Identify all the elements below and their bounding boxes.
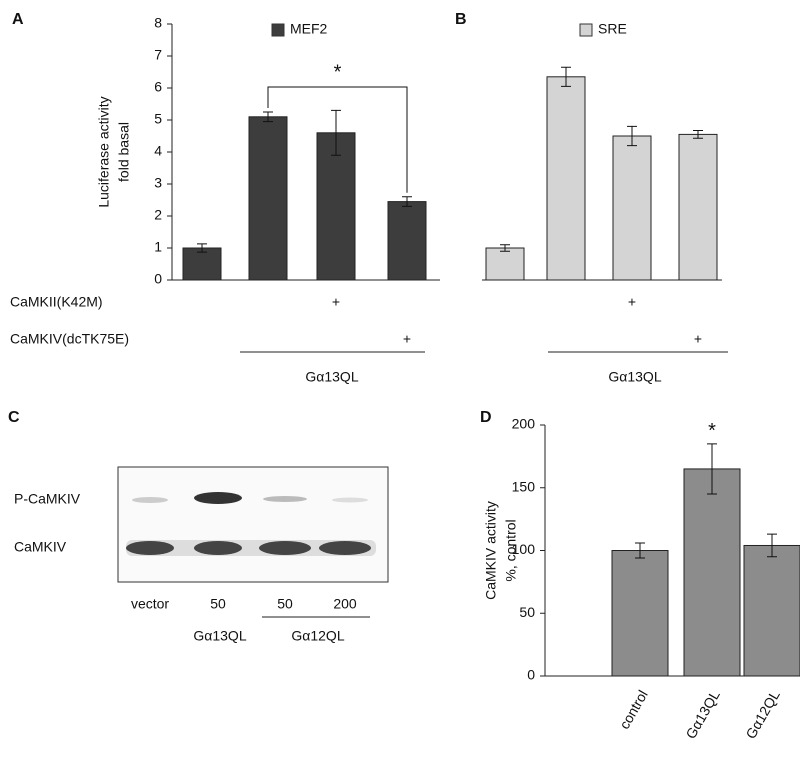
condition-mark: +: [403, 331, 411, 347]
significance-bracket: [267, 86, 408, 193]
y-axis-label: Luciferase activity: [96, 96, 112, 207]
error-bar: [263, 111, 273, 123]
blot-bands: [126, 492, 376, 556]
condition-label: CaMKII(K42M): [10, 294, 103, 310]
bar: [546, 76, 586, 281]
bar: [612, 135, 652, 281]
legend-label: SRE: [598, 21, 627, 37]
bar: [678, 133, 718, 281]
error-bar: [693, 130, 703, 139]
lane-label: vector: [131, 596, 169, 612]
lane-label: 50: [277, 596, 293, 612]
y-tick-label: 5: [154, 111, 162, 127]
group-label: Gα12QL: [291, 628, 344, 644]
bar: [316, 132, 356, 281]
error-bar: [707, 443, 717, 495]
y-axis-label: fold basal: [116, 122, 132, 182]
y-tick-label: 50: [519, 604, 535, 620]
x-tick-label: Gα13QL: [682, 687, 723, 741]
bar: [248, 116, 288, 281]
bar: [387, 201, 427, 281]
panel-label: C: [8, 409, 20, 426]
error-bar: [627, 125, 637, 147]
condition-label: CaMKIV(dcTK75E): [10, 331, 129, 347]
y-tick-label: 100: [512, 541, 536, 557]
bar: [485, 247, 525, 281]
condition-mark: +: [628, 294, 636, 310]
y-tick-label: 0: [527, 667, 535, 683]
group-label: Gα13QL: [608, 369, 661, 385]
condition-mark: +: [694, 331, 702, 347]
panel-label: B: [455, 11, 467, 28]
bar: [743, 544, 800, 677]
condition-mark: +: [332, 294, 340, 310]
error-bar: [331, 109, 341, 156]
y-tick-label: 150: [512, 478, 536, 494]
y-tick-label: 4: [154, 143, 162, 159]
y-axis-label: %, control: [503, 519, 519, 581]
y-tick-label: 200: [512, 416, 536, 432]
bar: [182, 247, 222, 281]
blot-frame: [117, 466, 389, 583]
group-label: Gα13QL: [193, 628, 246, 644]
bar: [611, 550, 669, 677]
error-bar: [561, 66, 571, 87]
bar: [683, 468, 741, 677]
significance-star: *: [708, 420, 716, 442]
panel-label: D: [480, 409, 492, 426]
error-bar: [402, 196, 412, 207]
x-tick-label: control: [616, 687, 651, 731]
x-tick-label: Gα12QL: [742, 687, 783, 741]
lane-label: 200: [333, 596, 357, 612]
y-tick-label: 0: [154, 271, 162, 287]
significance-star: *: [334, 61, 342, 83]
y-tick-label: 7: [154, 47, 162, 63]
blot-row-label: CaMKIV: [14, 539, 67, 555]
y-tick-label: 6: [154, 79, 162, 95]
legend-swatch: [271, 23, 285, 37]
error-bar: [767, 533, 777, 558]
y-tick-label: 2: [154, 207, 162, 223]
lane-label: 50: [210, 596, 226, 612]
error-bar: [197, 243, 207, 253]
y-tick-label: 3: [154, 175, 162, 191]
error-bar: [635, 542, 645, 559]
legend-label: MEF2: [290, 21, 328, 37]
legend-swatch: [579, 23, 593, 37]
blot-row-label: P-CaMKIV: [14, 491, 81, 507]
y-tick-label: 1: [154, 239, 162, 255]
panel-label: A: [12, 11, 24, 28]
y-axis-label: CaMKIV activity: [483, 501, 499, 600]
error-bar: [500, 244, 510, 252]
group-label: Gα13QL: [305, 369, 358, 385]
y-tick-label: 8: [154, 15, 162, 31]
